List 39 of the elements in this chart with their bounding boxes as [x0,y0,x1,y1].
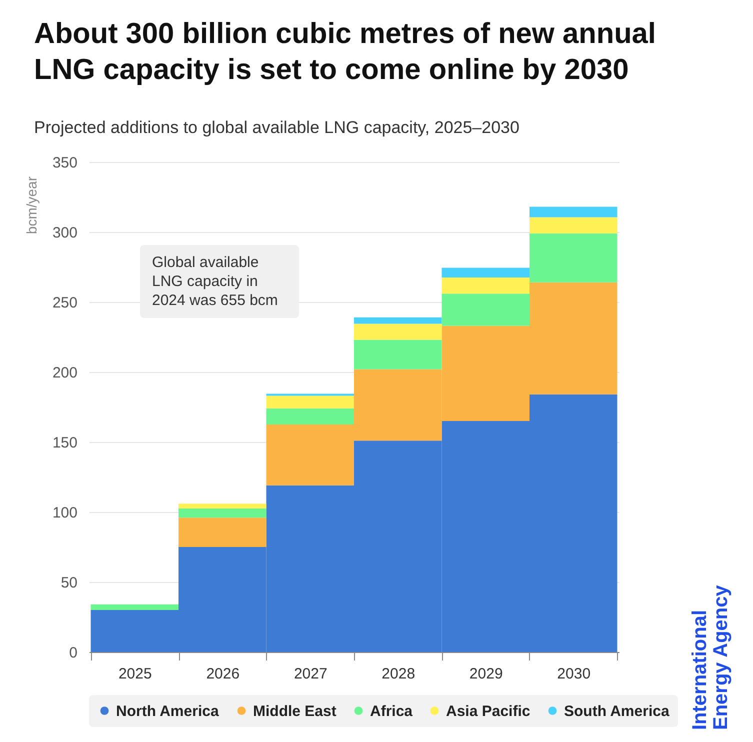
y-tick-label: 250 [52,294,78,312]
bar [529,206,618,218]
bar [266,408,354,424]
annotation: Global available LNG capacity in 2024 was 655 bcm [140,245,299,318]
x-tick-label: 2025 [118,666,152,682]
legend-label: South America [564,702,670,720]
legend-label: Asia Pacific [446,702,530,720]
bar [178,508,266,518]
x-tick-label: 2028 [382,666,416,682]
bar [529,217,618,234]
y-axis-title: bcm/year [24,176,40,234]
bar [90,604,179,610]
bar [178,504,266,508]
text: International Energy Agency [689,584,732,730]
y-tick-label: 50 [60,574,78,592]
x-tick-label: 2029 [469,666,503,682]
bar [442,294,530,326]
legend-label: Middle East [253,702,336,720]
bar [354,317,442,324]
y-tick-label: 100 [52,504,78,522]
y-tick-label: 350 [52,154,78,172]
legend-label: Africa [370,702,414,720]
y-tick-label: 0 [69,644,78,662]
x-tick-label: 2026 [206,666,240,682]
bar [354,324,442,340]
bar [354,340,442,370]
chart-title: About 300 billion cubic metres of new annual LNG capacity is set to come online by 2030 [34,17,657,88]
bar [442,268,530,278]
y-tick-label: 200 [52,364,78,382]
bar [529,233,618,282]
chart-subtitle: Projected additions to global available LNG capacity, 2025–2030 [34,118,520,138]
y-tick-label: 300 [52,224,78,242]
bar [266,396,354,408]
x-tick-label: 2027 [294,666,328,682]
y-tick-label: 150 [52,434,78,452]
x-tick-label: 2030 [557,666,591,682]
bar [178,518,266,547]
legend-label: North America [116,702,220,720]
bar [442,278,530,294]
